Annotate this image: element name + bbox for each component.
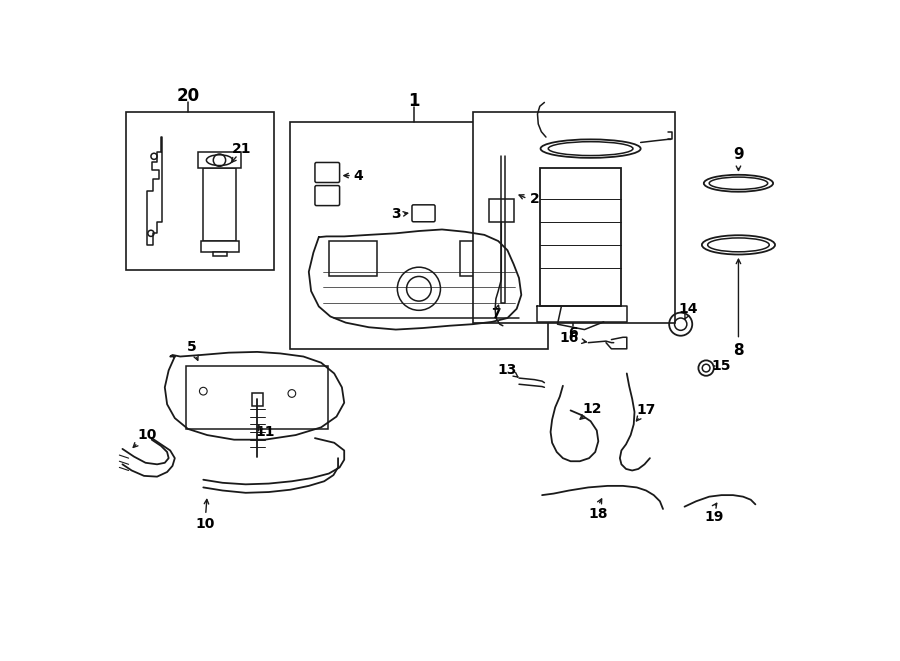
Bar bbox=[291, 122, 548, 349]
Text: 8: 8 bbox=[734, 343, 743, 358]
Bar bbox=[213, 252, 227, 256]
Text: 10: 10 bbox=[138, 428, 157, 442]
Text: 15: 15 bbox=[712, 359, 732, 373]
Text: 21: 21 bbox=[232, 141, 252, 155]
Text: 5: 5 bbox=[187, 340, 196, 354]
Bar bbox=[460, 241, 502, 276]
Text: 2: 2 bbox=[529, 192, 539, 206]
FancyBboxPatch shape bbox=[480, 145, 515, 173]
FancyBboxPatch shape bbox=[491, 178, 521, 202]
Text: 19: 19 bbox=[704, 510, 724, 524]
Text: 14: 14 bbox=[679, 302, 698, 316]
Bar bbox=[540, 168, 621, 307]
FancyBboxPatch shape bbox=[412, 205, 435, 222]
Text: 16: 16 bbox=[560, 331, 579, 345]
Text: 4: 4 bbox=[353, 169, 363, 182]
Bar bbox=[489, 199, 514, 222]
Text: 6: 6 bbox=[568, 327, 578, 340]
Text: 1: 1 bbox=[408, 92, 419, 110]
Bar bbox=[328, 241, 376, 276]
Text: 7: 7 bbox=[491, 307, 500, 321]
Text: 10: 10 bbox=[196, 518, 215, 531]
Bar bbox=[201, 241, 239, 252]
Bar bbox=[472, 112, 675, 323]
Text: 3: 3 bbox=[391, 207, 401, 221]
Text: 17: 17 bbox=[636, 403, 656, 417]
Bar bbox=[252, 393, 263, 406]
Bar bbox=[203, 168, 236, 241]
Text: 12: 12 bbox=[582, 402, 602, 416]
Text: 9: 9 bbox=[734, 147, 743, 163]
Bar bbox=[198, 153, 241, 168]
Text: 20: 20 bbox=[176, 87, 200, 105]
Bar bbox=[185, 366, 328, 429]
FancyBboxPatch shape bbox=[315, 163, 339, 182]
Bar bbox=[126, 112, 274, 270]
Text: 11: 11 bbox=[256, 425, 274, 439]
Text: 13: 13 bbox=[498, 364, 518, 377]
Text: 18: 18 bbox=[589, 508, 608, 522]
FancyBboxPatch shape bbox=[315, 186, 339, 206]
